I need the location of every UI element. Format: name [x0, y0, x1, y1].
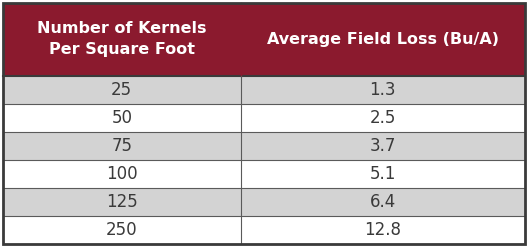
- Bar: [241, 188, 525, 216]
- Bar: [3, 3, 241, 76]
- Bar: [241, 76, 525, 104]
- Text: 5.1: 5.1: [370, 165, 396, 183]
- Bar: [241, 3, 525, 76]
- Bar: [3, 104, 241, 132]
- Bar: [241, 160, 525, 188]
- Bar: [3, 132, 241, 160]
- Bar: [241, 216, 525, 244]
- Text: 50: 50: [111, 109, 132, 127]
- Bar: [3, 188, 241, 216]
- Text: 3.7: 3.7: [370, 137, 396, 155]
- Text: 25: 25: [111, 81, 133, 99]
- Bar: [3, 76, 241, 104]
- Bar: [3, 160, 241, 188]
- Text: 250: 250: [106, 221, 138, 239]
- Text: Number of Kernels
Per Square Foot: Number of Kernels Per Square Foot: [37, 21, 206, 58]
- Text: Average Field Loss (Bu/A): Average Field Loss (Bu/A): [267, 32, 499, 47]
- Bar: [241, 104, 525, 132]
- Text: 2.5: 2.5: [370, 109, 396, 127]
- Bar: [3, 216, 241, 244]
- Text: 100: 100: [106, 165, 138, 183]
- Text: 1.3: 1.3: [370, 81, 396, 99]
- Bar: [241, 132, 525, 160]
- Text: 6.4: 6.4: [370, 193, 396, 211]
- Text: 12.8: 12.8: [364, 221, 401, 239]
- Text: 125: 125: [106, 193, 138, 211]
- Text: 75: 75: [111, 137, 132, 155]
